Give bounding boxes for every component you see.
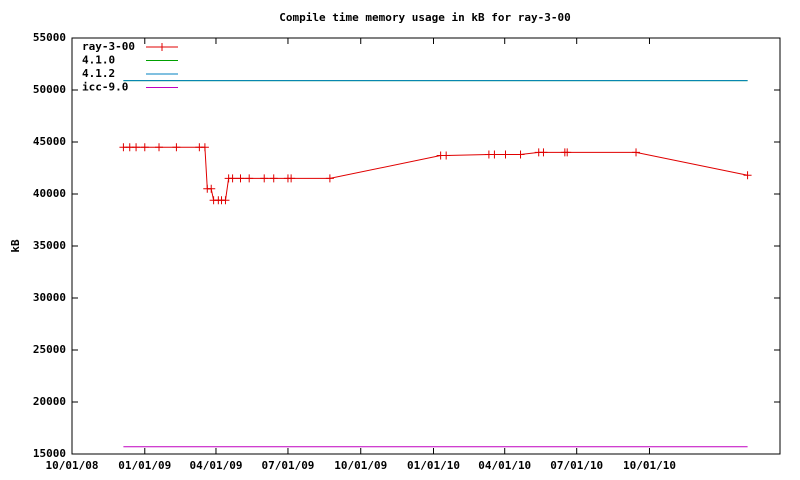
point-marker bbox=[269, 174, 278, 183]
plot-border bbox=[71, 37, 781, 455]
point-marker bbox=[490, 150, 499, 159]
point-marker bbox=[325, 174, 334, 183]
point-marker bbox=[516, 150, 525, 159]
y-tick-label: 25000 bbox=[33, 343, 66, 356]
point-marker bbox=[221, 196, 230, 205]
point-marker bbox=[442, 151, 451, 160]
y-tick-label: 35000 bbox=[33, 239, 66, 252]
y-tick-label: 50000 bbox=[33, 83, 66, 96]
x-tick-label: 01/01/09 bbox=[118, 459, 171, 472]
point-marker bbox=[632, 148, 641, 157]
point-marker bbox=[140, 143, 149, 152]
point-marker bbox=[207, 184, 216, 193]
point-marker bbox=[287, 174, 296, 183]
point-marker bbox=[245, 174, 254, 183]
point-marker bbox=[539, 148, 548, 157]
x-tick-label: 07/01/09 bbox=[261, 459, 314, 472]
point-marker bbox=[172, 143, 181, 152]
point-marker bbox=[228, 174, 237, 183]
x-tick-label: 10/01/08 bbox=[46, 459, 99, 472]
chart-title: Compile time memory usage in kB for ray-… bbox=[279, 11, 570, 24]
legend-label: 4.1.2 bbox=[82, 67, 115, 80]
point-marker bbox=[236, 174, 245, 183]
y-axis-label: kB bbox=[9, 239, 22, 253]
y-tick-label: 45000 bbox=[33, 135, 66, 148]
point-marker bbox=[132, 143, 141, 152]
x-tick-label: 04/01/09 bbox=[189, 459, 242, 472]
legend-label: icc-9.0 bbox=[82, 81, 128, 94]
series-line bbox=[123, 146, 748, 201]
x-tick-label: 10/01/09 bbox=[334, 459, 387, 472]
point-marker bbox=[563, 148, 572, 157]
legend-label: 4.1.0 bbox=[82, 54, 115, 67]
legend-marker bbox=[158, 43, 166, 51]
legend-label: ray-3-00 bbox=[82, 40, 135, 53]
x-tick-label: 07/01/10 bbox=[550, 459, 603, 472]
point-marker bbox=[155, 143, 164, 152]
x-tick-label: 10/01/10 bbox=[623, 459, 676, 472]
point-marker bbox=[260, 174, 269, 183]
y-tick-label: 40000 bbox=[33, 187, 66, 200]
y-tick-label: 20000 bbox=[33, 395, 66, 408]
point-marker bbox=[200, 143, 209, 152]
x-tick-label: 01/01/10 bbox=[407, 459, 460, 472]
y-tick-label: 55000 bbox=[33, 31, 66, 44]
point-marker bbox=[743, 171, 752, 180]
y-tick-label: 15000 bbox=[33, 447, 66, 460]
x-tick-label: 04/01/10 bbox=[478, 459, 531, 472]
point-marker bbox=[501, 150, 510, 159]
y-tick-label: 30000 bbox=[33, 291, 66, 304]
